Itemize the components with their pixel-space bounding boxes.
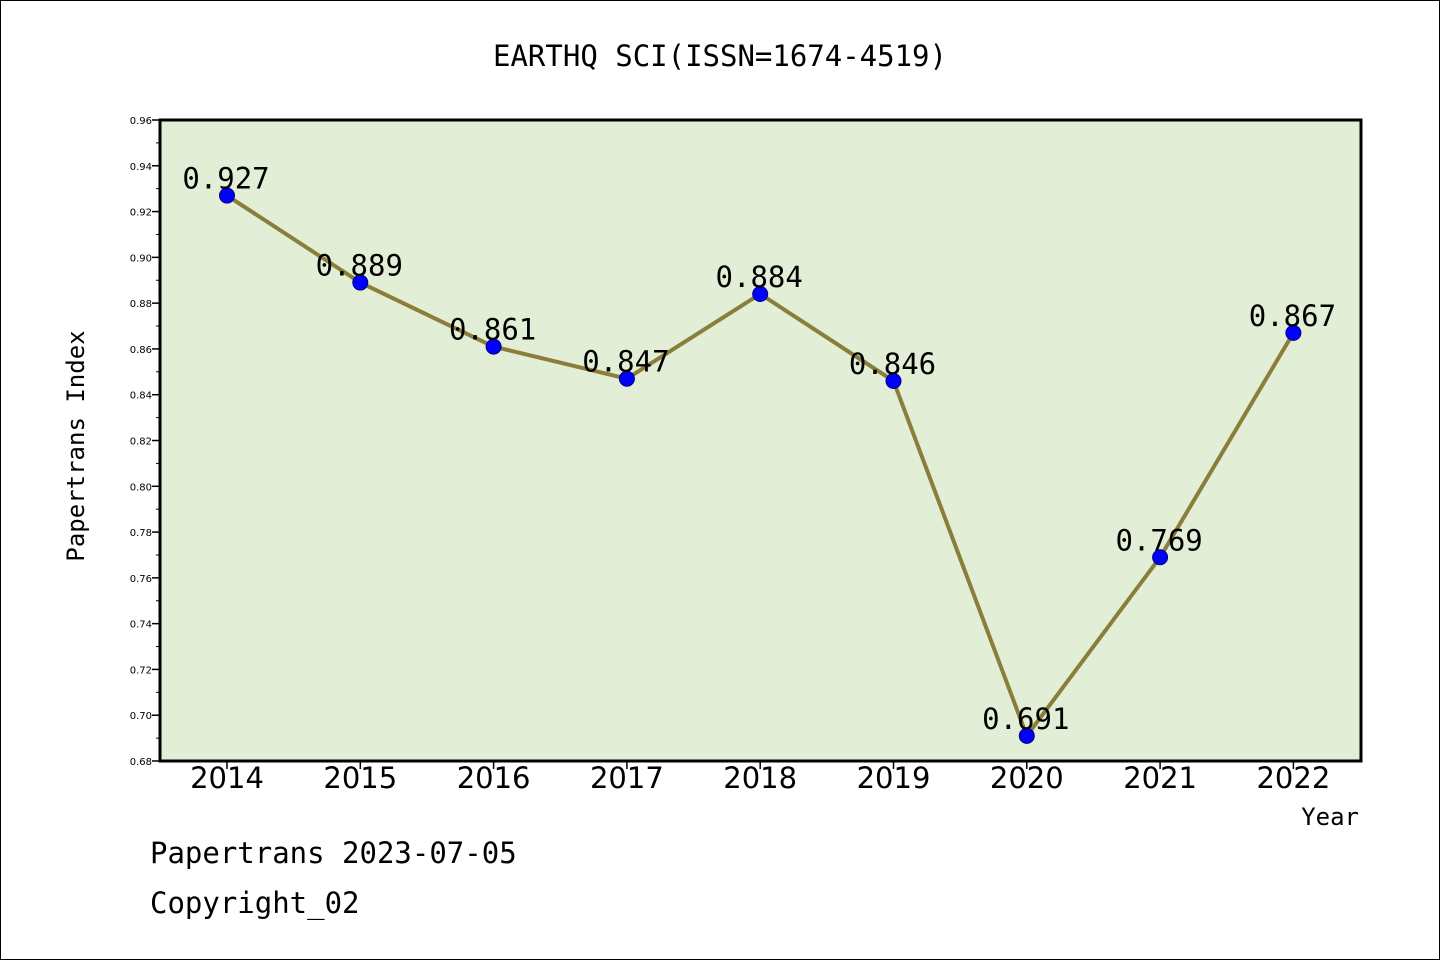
- data-label: 0.769: [1115, 523, 1202, 557]
- x-tick-label: 2021: [1123, 761, 1197, 795]
- data-point: [1285, 324, 1302, 341]
- data-label: 0.867: [1249, 299, 1336, 333]
- y-tick-label: 0.94: [130, 162, 152, 173]
- y-tick-label: 0.76: [130, 574, 152, 585]
- data-point: [219, 187, 235, 204]
- x-tick-label: 2022: [1256, 761, 1330, 795]
- data-point: [618, 370, 635, 387]
- data-label: 0.691: [982, 702, 1069, 736]
- data-label: 0.927: [182, 162, 269, 196]
- chart-title: EARTHQ SCI(ISSN=1674-4519): [493, 39, 947, 73]
- x-tick-label: 2015: [323, 761, 397, 795]
- data-point: [752, 285, 769, 302]
- y-tick-label: 0.78: [130, 528, 152, 539]
- y-axis-label: Papertrans Index: [62, 330, 90, 561]
- data-point: [885, 372, 902, 389]
- x-tick-label: 2014: [190, 761, 264, 795]
- y-tick-label: 0.90: [130, 253, 152, 264]
- data-point: [1152, 549, 1169, 566]
- data-label: 0.889: [316, 249, 403, 283]
- y-tick-label: 0.92: [130, 208, 152, 219]
- y-tick-label: 0.88: [130, 299, 152, 310]
- data-points: [219, 187, 1302, 744]
- x-axis-label: Year: [1301, 803, 1359, 831]
- y-tick-label: 0.80: [130, 482, 152, 493]
- y-tick-label: 0.84: [130, 391, 152, 402]
- data-label: 0.847: [582, 345, 669, 379]
- y-tick-label: 0.68: [130, 757, 152, 768]
- data-point: [1018, 727, 1035, 744]
- footer-date: Papertrans 2023-07-05: [150, 836, 517, 870]
- x-axis: 2014 2015 2016 2017 2018 2019 2020 2021 2022: [190, 761, 1330, 795]
- data-labels: 0.927 0.889 0.861 0.847 0.884 0.846 0.691 0.769…: [182, 162, 1336, 736]
- y-tick-label: 0.96: [130, 116, 152, 127]
- data-label: 0.861: [449, 313, 536, 347]
- x-tick-label: 2016: [457, 761, 531, 795]
- y-tick-label: 0.74: [130, 620, 152, 631]
- data-label: 0.846: [849, 347, 936, 381]
- y-tick-label: 0.72: [130, 665, 152, 676]
- y-axis: 0.68 0.70 0.72 0.74 0.76 0.78 0.80 0.82 0.84 0.86…: [130, 116, 160, 768]
- y-tick-label: 0.86: [130, 345, 152, 356]
- y-tick-label: 0.70: [130, 711, 152, 722]
- y-tick-label: 0.82: [130, 437, 152, 448]
- data-point: [352, 274, 369, 291]
- x-tick-label: 2020: [990, 761, 1064, 795]
- data-label: 0.884: [716, 260, 803, 294]
- plot-area: [158, 118, 1363, 763]
- data-point: [485, 338, 502, 355]
- x-tick-label: 2019: [857, 761, 931, 795]
- footer-copyright: Copyright_02: [150, 886, 360, 921]
- x-tick-label: 2017: [590, 761, 664, 795]
- x-tick-label: 2018: [723, 761, 797, 795]
